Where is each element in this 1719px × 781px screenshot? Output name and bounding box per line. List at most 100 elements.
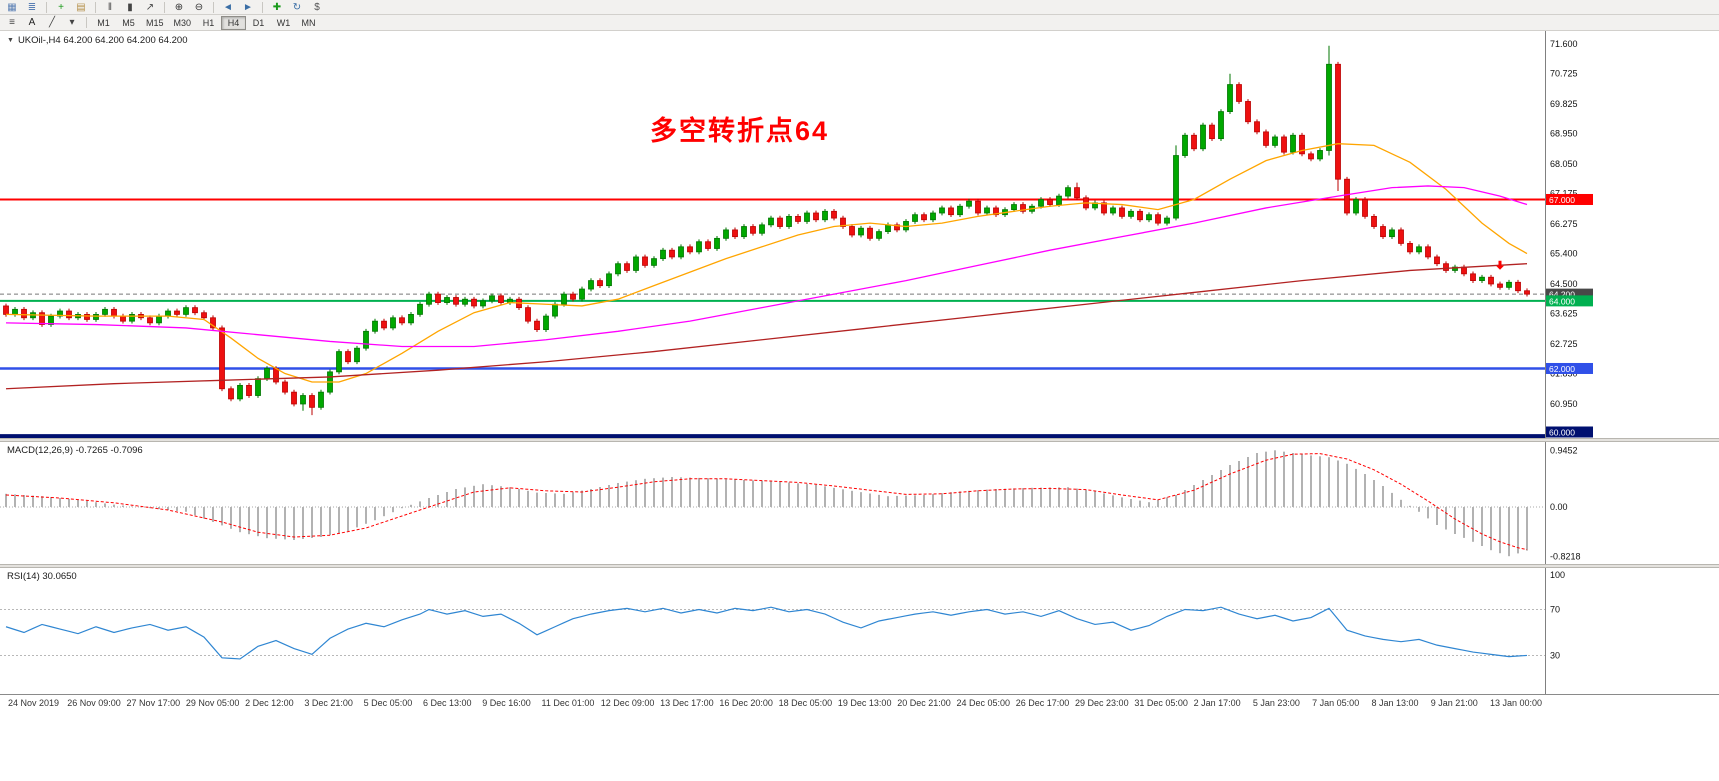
svg-text:69.825: 69.825	[1550, 99, 1578, 109]
trendline-tool-icon[interactable]: ╱	[43, 16, 61, 29]
tile-windows-icon[interactable]: ▦	[3, 1, 21, 14]
panel-separator[interactable]	[0, 438, 1719, 442]
zoom-out-icon[interactable]: ⊖	[190, 1, 208, 14]
line-chart-icon[interactable]: ↗	[141, 1, 159, 14]
timeframe-h1[interactable]: H1	[196, 16, 221, 30]
symbol-ohlc-text: UKOil-,H4 64.200 64.200 64.200 64.200	[17, 35, 188, 46]
candlestick-chart-icon[interactable]: ▮	[121, 1, 139, 14]
toolbar-separator	[86, 17, 87, 28]
time-label: 26 Dec 17:00	[1015, 698, 1070, 708]
svg-text:100: 100	[1550, 570, 1565, 580]
macd-label: MACD(12,26,9) -0.7265 -0.7096	[7, 445, 143, 456]
svg-text:65.400: 65.400	[1550, 249, 1578, 259]
zoom-in-icon[interactable]: ⊕	[170, 1, 188, 14]
time-label: 16 Dec 20:00	[719, 698, 773, 708]
time-label: 9 Jan 21:00	[1430, 698, 1478, 708]
toolbar-separator	[95, 1, 96, 13]
svg-text:68.950: 68.950	[1550, 129, 1578, 139]
toolbar-row-1: ▦ ≣ + ▤ ‖ ▮ ↗ ⊕ ⊖ ◄ ► ✚ ↻ $	[2, 1, 327, 14]
macd-chart[interactable]: 0.9452 0.00 -0.8218	[0, 442, 1719, 564]
time-label: 13 Jan 00:00	[1490, 698, 1543, 708]
timeframe-bar: M1 M5 M15 M30 H1 H4 D1 W1 MN	[91, 15, 321, 30]
macd-panel: 0.9452 0.00 -0.8218 MACD(12,26,9) -0.7265 …	[0, 442, 1719, 564]
scroll-right-icon[interactable]: ►	[239, 1, 257, 14]
window-list-icon[interactable]: ≣	[23, 1, 41, 14]
main-toolbar: ▦ ≣ + ▤ ‖ ▮ ↗ ⊕ ⊖ ◄ ► ✚ ↻ $	[0, 0, 1719, 15]
rsi-label: RSI(14) 30.0650	[7, 571, 77, 582]
toolbar-separator	[164, 1, 165, 13]
time-label: 20 Dec 21:00	[897, 698, 951, 708]
timeframe-m30[interactable]: M30	[169, 16, 197, 30]
svg-text:64.000: 64.000	[1549, 296, 1575, 306]
new-chart-icon[interactable]: +	[52, 1, 70, 14]
svg-text:0.9452: 0.9452	[1550, 445, 1578, 455]
timeframe-mn[interactable]: MN	[296, 16, 321, 30]
timeframe-w1[interactable]: W1	[271, 16, 296, 30]
draw-tools-dropdown-icon[interactable]: ▾	[63, 16, 81, 29]
svg-text:60.000: 60.000	[1549, 428, 1575, 438]
svg-text:63.625: 63.625	[1550, 309, 1578, 319]
svg-text:-0.8218: -0.8218	[1550, 551, 1581, 561]
svg-text:67.000: 67.000	[1549, 195, 1575, 205]
time-label: 8 Jan 13:00	[1371, 698, 1419, 708]
refresh-icon[interactable]: ↻	[288, 1, 306, 14]
time-label: 2 Jan 17:00	[1193, 698, 1241, 708]
time-label: 29 Dec 23:00	[1075, 698, 1129, 708]
chart-annotation-text[interactable]: 多空转折点64	[650, 116, 830, 146]
symbol-label[interactable]: ▼ UKOil-,H4 64.200 64.200 64.200 64.200	[7, 35, 187, 46]
timeframe-m5[interactable]: M5	[116, 16, 141, 30]
chart-toolbar: ≡ A ╱ ▾ M1 M5 M15 M30 H1 H4 D1 W1 MN	[0, 15, 1719, 31]
chart-bars-icon[interactable]: ‖	[101, 1, 119, 14]
scroll-left-icon[interactable]: ◄	[219, 1, 237, 14]
svg-text:62.000: 62.000	[1549, 364, 1575, 374]
time-label: 6 Dec 13:00	[422, 698, 472, 708]
objects-list-icon[interactable]: ≡	[3, 16, 21, 29]
svg-text:64.200: 64.200	[1549, 290, 1575, 300]
timeframe-d1[interactable]: D1	[246, 16, 271, 30]
collapse-icon[interactable]: ▼	[7, 37, 14, 44]
time-label: 11 Dec 01:00	[541, 698, 595, 708]
time-label: 24 Dec 05:00	[956, 698, 1011, 708]
panel-separator[interactable]	[0, 564, 1719, 568]
time-axis[interactable]: 24 Nov 2019 26 Nov 09:00 27 Nov 17:00 29 No…	[0, 694, 1719, 711]
toolbar-separator	[46, 1, 47, 13]
svg-text:30: 30	[1550, 651, 1560, 661]
price-panel: 71.600 70.725 69.825 68.950 68.050 67.175 66.2…	[0, 31, 1719, 438]
toolbar-drawing-tools: ≡ A ╱ ▾	[2, 16, 82, 29]
timeframe-m1[interactable]: M1	[91, 16, 116, 30]
profiles-icon[interactable]: ▤	[72, 1, 90, 14]
toolbar-separator	[262, 1, 263, 13]
time-label: 12 Dec 09:00	[600, 698, 655, 708]
time-label: 27 Nov 17:00	[126, 698, 181, 708]
time-label: 5 Jan 23:00	[1252, 698, 1300, 708]
timeframe-m15[interactable]: M15	[141, 16, 169, 30]
time-label: 26 Nov 09:00	[67, 698, 121, 708]
rsi-panel: 100 70 30 RSI(14) 30.0650	[0, 568, 1719, 694]
svg-text:64.500: 64.500	[1550, 279, 1578, 289]
svg-text:68.050: 68.050	[1550, 159, 1578, 169]
time-label: 3 Dec 21:00	[304, 698, 353, 708]
ma-slow	[5, 263, 1528, 390]
time-label: 9 Dec 16:00	[482, 698, 531, 708]
toolbar-separator	[213, 1, 214, 13]
svg-text:62.725: 62.725	[1550, 339, 1578, 349]
svg-text:60.950: 60.950	[1550, 399, 1578, 409]
new-order-icon[interactable]: $	[308, 1, 326, 14]
svg-text:70: 70	[1550, 605, 1560, 615]
rsi-chart[interactable]: 100 70 30	[0, 568, 1719, 694]
chart-window: 71.600 70.725 69.825 68.950 68.050 67.175 66.2…	[0, 31, 1719, 711]
time-label: 18 Dec 05:00	[778, 698, 833, 708]
text-tool-button[interactable]: A	[23, 16, 41, 29]
price-chart[interactable]: 71.600 70.725 69.825 68.950 68.050 67.175 66.2…	[0, 31, 1719, 438]
timeframe-h4[interactable]: H4	[221, 15, 247, 30]
svg-text:67.175: 67.175	[1550, 189, 1578, 199]
time-label: 13 Dec 17:00	[660, 698, 714, 708]
time-label: 24 Nov 2019	[8, 698, 60, 708]
add-indicator-icon[interactable]: ✚	[268, 1, 286, 14]
svg-text:71.600: 71.600	[1550, 39, 1578, 49]
time-label: 29 Nov 05:00	[185, 698, 240, 708]
svg-text:66.275: 66.275	[1550, 219, 1578, 229]
svg-text:0.00: 0.00	[1550, 502, 1568, 512]
ma-mid	[5, 185, 1528, 348]
time-label: 2 Dec 12:00	[245, 698, 294, 708]
